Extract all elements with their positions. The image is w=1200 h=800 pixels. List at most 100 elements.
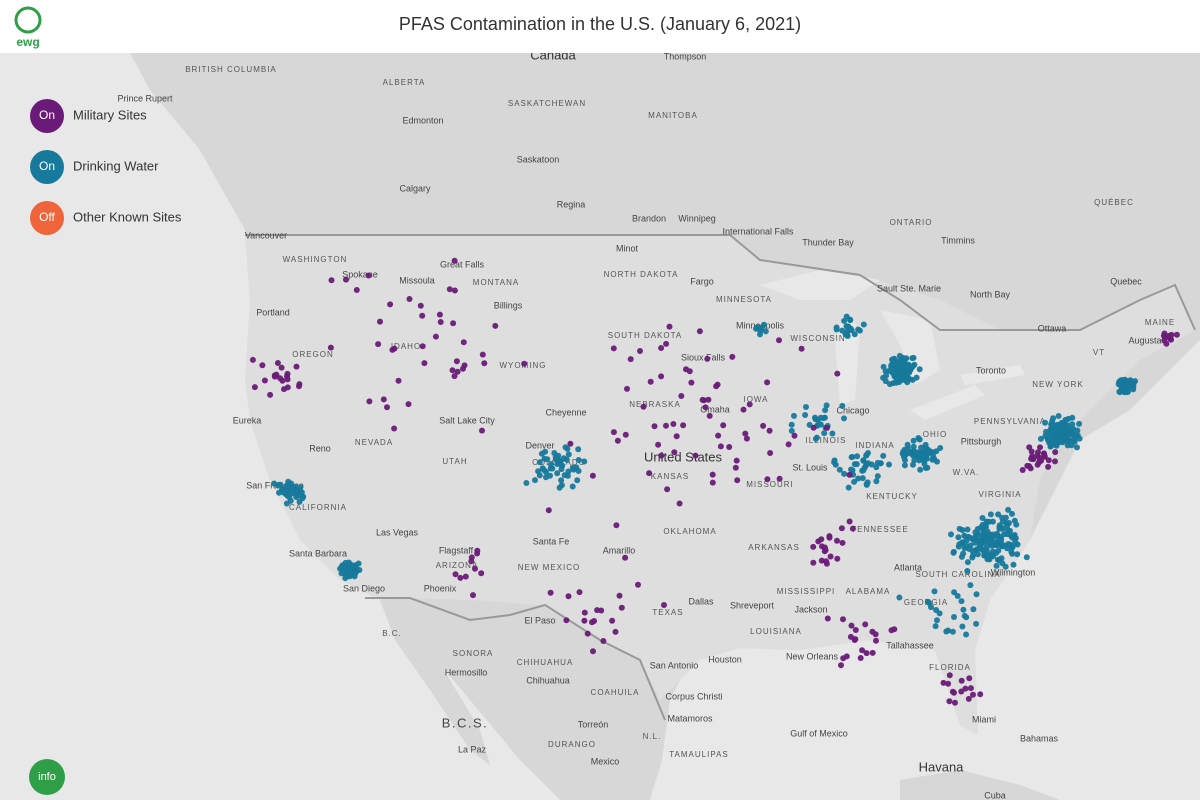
site-marker — [600, 638, 607, 644]
place-label: Shreveport — [730, 600, 775, 610]
site-marker — [834, 555, 841, 562]
site-marker — [958, 598, 965, 605]
site-marker — [925, 447, 932, 454]
site-marker — [563, 617, 570, 624]
place-label: United States — [644, 449, 723, 464]
site-marker — [963, 631, 970, 638]
site-marker — [820, 415, 827, 422]
site-marker — [855, 475, 862, 482]
toggle-state[interactable]: On — [39, 159, 55, 173]
place-label: Eureka — [233, 415, 262, 425]
site-marker — [909, 355, 916, 362]
site-marker — [1002, 563, 1009, 570]
place-label: INDIANA — [855, 441, 894, 450]
site-marker — [973, 620, 980, 627]
site-marker — [1005, 506, 1012, 513]
site-marker — [965, 695, 972, 702]
site-marker — [658, 345, 665, 351]
place-label: Chihuahua — [526, 675, 570, 685]
site-marker — [846, 518, 853, 525]
site-marker — [854, 453, 861, 460]
site-marker — [468, 554, 475, 561]
toggle-label[interactable]: Drinking Water — [73, 158, 159, 173]
site-marker — [824, 424, 830, 431]
place-label: COAHUILA — [591, 688, 640, 697]
site-marker — [934, 617, 940, 624]
site-marker — [706, 412, 713, 419]
place-label: Salt Lake City — [439, 415, 495, 425]
toggle-label[interactable]: Other Known Sites — [73, 209, 182, 224]
site-marker — [365, 272, 372, 279]
site-marker — [848, 454, 855, 461]
place-label: Brandon — [632, 213, 666, 223]
site-marker — [976, 545, 983, 552]
site-marker — [271, 372, 278, 379]
site-marker — [1029, 456, 1036, 463]
site-marker — [391, 425, 398, 432]
site-marker — [849, 525, 856, 532]
site-marker — [575, 457, 582, 463]
site-marker — [1052, 458, 1058, 465]
site-marker — [279, 377, 286, 384]
site-marker — [967, 685, 974, 692]
info-label[interactable]: info — [38, 771, 56, 783]
site-marker — [989, 534, 996, 541]
cuba — [900, 770, 1060, 800]
site-marker — [1160, 332, 1167, 339]
toggle-label[interactable]: Military Sites — [73, 107, 147, 122]
site-marker — [661, 602, 667, 608]
site-marker — [589, 472, 596, 479]
site-marker — [933, 448, 940, 455]
great-lakes — [760, 270, 1025, 420]
site-marker — [954, 593, 961, 599]
toggle-state[interactable]: On — [39, 108, 55, 122]
site-marker — [967, 582, 974, 589]
site-marker — [862, 621, 869, 628]
site-marker — [886, 461, 892, 468]
site-markers — [249, 257, 1180, 706]
site-marker — [342, 568, 348, 574]
site-marker — [902, 451, 909, 458]
site-marker — [575, 446, 582, 453]
site-marker — [887, 381, 893, 388]
site-marker — [813, 434, 820, 441]
place-label: El Paso — [524, 615, 555, 625]
toggle-button[interactable] — [30, 201, 64, 235]
site-marker — [810, 559, 817, 566]
site-marker — [451, 257, 458, 264]
place-label: San Diego — [343, 583, 385, 593]
toggle-button[interactable] — [30, 150, 64, 184]
place-label: CHIHUAHUA — [517, 658, 574, 667]
site-marker — [1010, 561, 1017, 568]
lake-ontario — [960, 365, 1025, 385]
border-mexico — [365, 597, 666, 721]
site-marker — [614, 437, 621, 444]
toggle-state[interactable]: Off — [39, 210, 55, 224]
site-marker — [1041, 453, 1048, 460]
site-marker — [637, 348, 643, 354]
site-marker — [873, 478, 880, 485]
site-marker — [966, 545, 972, 552]
site-marker — [832, 461, 839, 468]
site-marker — [293, 363, 300, 370]
place-label: Billings — [494, 300, 523, 310]
site-marker — [1045, 463, 1052, 470]
place-label: N.L. — [643, 732, 662, 741]
site-marker — [666, 323, 673, 330]
site-marker — [848, 622, 855, 629]
site-marker — [296, 498, 303, 505]
toggle-button[interactable] — [30, 99, 64, 133]
site-marker — [261, 377, 268, 384]
site-marker — [993, 562, 1000, 569]
place-label: LOUISIANA — [750, 627, 802, 636]
site-marker — [733, 457, 740, 464]
site-marker — [812, 414, 818, 421]
site-marker — [1070, 431, 1077, 438]
site-marker — [821, 548, 828, 555]
site-marker — [1012, 535, 1019, 542]
site-marker — [609, 617, 616, 624]
site-marker — [543, 474, 549, 481]
site-marker — [843, 313, 850, 320]
info-button[interactable] — [29, 759, 65, 795]
site-marker — [762, 328, 769, 335]
